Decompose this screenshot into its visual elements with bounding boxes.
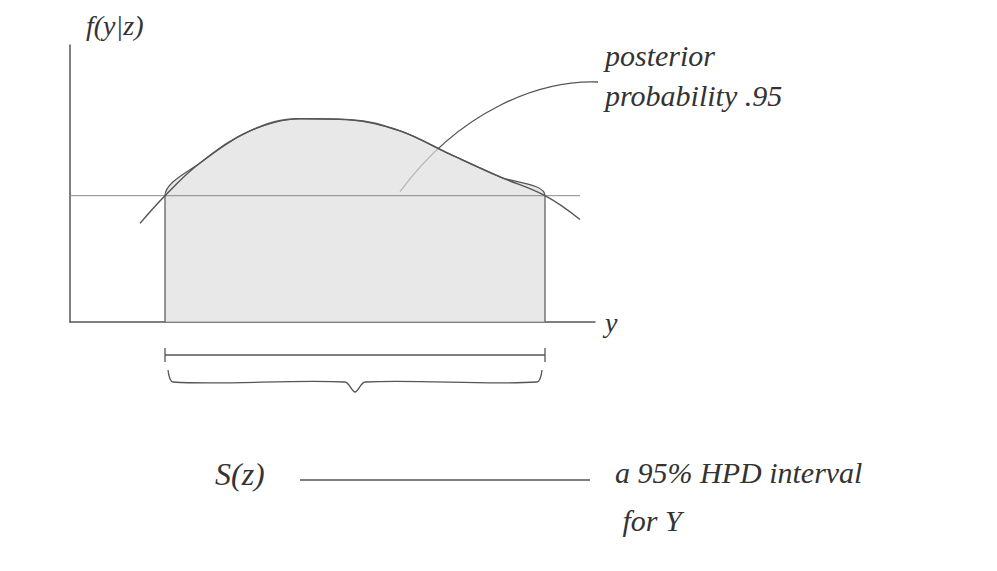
svg-text:posterior: posterior xyxy=(603,39,723,72)
svg-text:y: y xyxy=(602,307,618,338)
svg-text:probability .95: probability .95 xyxy=(603,79,782,112)
svg-text:a 95% HPD interval: a 95% HPD interval xyxy=(615,456,862,489)
svg-text:for Y: for Y xyxy=(615,504,685,537)
svg-text:S(z): S(z) xyxy=(215,456,265,492)
svg-text:f(y|z): f(y|z) xyxy=(86,10,143,41)
